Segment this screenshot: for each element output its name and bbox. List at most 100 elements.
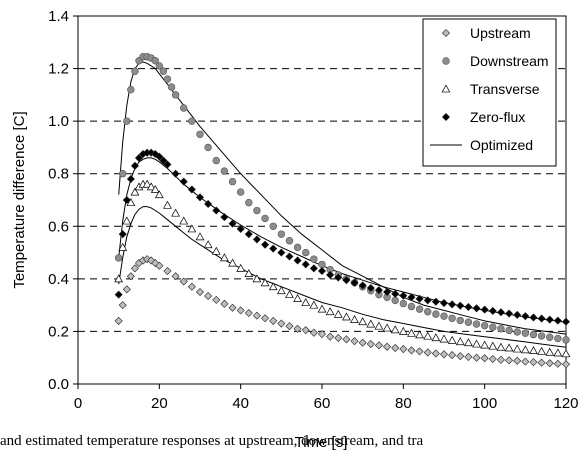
upstream-point (545, 359, 554, 368)
upstream-point (448, 351, 457, 360)
transverse-point (252, 274, 262, 283)
upstream-point (334, 333, 343, 343)
zero-flux-point (134, 153, 144, 162)
downstream-point (562, 336, 570, 344)
downstream-point (114, 254, 123, 262)
zero-flux-point (505, 309, 514, 318)
upstream-point (553, 359, 562, 368)
zero-flux-point (407, 293, 416, 302)
transverse-point (122, 216, 132, 225)
downstream-point (277, 230, 286, 238)
zero-flux-point (383, 287, 392, 297)
legend-marker-swatch (442, 57, 450, 65)
downstream-point (236, 188, 245, 196)
upstream-point (130, 264, 139, 273)
upstream-point (195, 287, 205, 297)
zero-flux-point (464, 302, 473, 312)
transverse-point (260, 278, 270, 287)
upstream-point (171, 272, 180, 281)
legend-marker-swatch (441, 28, 451, 38)
transverse-point (382, 323, 392, 332)
upstream-point (326, 332, 335, 341)
upstream-point (561, 360, 571, 369)
upstream-point (415, 347, 424, 356)
zero-flux-point (439, 299, 449, 308)
upstream-point (293, 324, 302, 333)
downstream-point (285, 237, 294, 245)
upstream-point (285, 322, 294, 331)
transverse-point (317, 304, 327, 313)
upstream-point (155, 261, 164, 270)
downstream-point (440, 312, 448, 320)
upstream-point (464, 352, 473, 361)
transverse-point (512, 344, 522, 353)
downstream-point (220, 167, 229, 175)
transverse-point (325, 307, 335, 316)
downstream-point (415, 305, 424, 313)
downstream-point (163, 75, 172, 83)
transverse-point (203, 240, 213, 249)
transverse-point (488, 341, 498, 350)
zero-flux-point (448, 300, 457, 309)
downstream-point (546, 333, 554, 341)
downstream-point (318, 260, 326, 269)
transverse-point (398, 326, 408, 335)
y-tick-label: 1.4 (48, 8, 69, 25)
upstream-point (529, 358, 538, 367)
transverse-point (520, 345, 530, 354)
downstream-point (245, 198, 253, 207)
legend-entry-optimized: Optimized (430, 137, 533, 153)
zero-flux-point (456, 301, 465, 310)
upstream-point (244, 309, 253, 318)
upstream-point (309, 328, 318, 337)
upstream-point (163, 266, 172, 275)
upstream-point (431, 349, 440, 358)
figure-caption-fragment: and estimated temperature responses at u… (0, 433, 424, 449)
transverse-point (537, 346, 546, 355)
transverse-point (464, 338, 473, 347)
legend-box (422, 18, 557, 167)
legend-entry-downstream: Downstream (442, 53, 549, 69)
transverse-point (350, 315, 359, 323)
downstream-point (456, 316, 464, 325)
zero-flux-point (122, 195, 131, 205)
transverse-point (114, 274, 124, 283)
legend-entry-zero-flux: Zero-flux (441, 109, 525, 125)
transverse-point (154, 190, 164, 199)
downstream-point (253, 206, 261, 215)
zero-flux-point (561, 317, 571, 326)
transverse-point (333, 309, 343, 318)
upstream-point (122, 285, 131, 294)
transverse-point (561, 349, 571, 358)
upstream-point (220, 299, 229, 308)
upstream-point (261, 314, 270, 323)
upstream-point (391, 343, 400, 353)
transverse-point (504, 343, 514, 352)
downstream-point (310, 255, 318, 263)
downstream-point (480, 321, 489, 330)
zero-flux-point (415, 294, 424, 303)
transverse-point (163, 200, 172, 209)
transverse-point (407, 328, 416, 337)
upstream-point (236, 306, 245, 315)
transverse-point (236, 263, 246, 272)
upstream-point (317, 330, 327, 339)
transverse-point (529, 346, 538, 355)
series-downstream (114, 53, 570, 344)
transverse-point (179, 216, 189, 225)
y-tick-label: 0.6 (48, 218, 69, 235)
downstream-point (119, 170, 127, 178)
downstream-point (212, 156, 220, 165)
downstream-point (167, 83, 176, 91)
zero-flux-point (204, 199, 213, 208)
legend-label: Downstream (470, 53, 549, 69)
x-tick-label: 100 (472, 395, 497, 412)
upstream-point (505, 356, 514, 365)
downstream-point (228, 177, 237, 186)
transverse-point (195, 232, 205, 241)
zero-flux-point (301, 260, 310, 269)
transverse-point (244, 269, 254, 277)
upstream-point (301, 326, 310, 335)
upstream-point (407, 346, 416, 355)
downstream-point (151, 56, 159, 65)
